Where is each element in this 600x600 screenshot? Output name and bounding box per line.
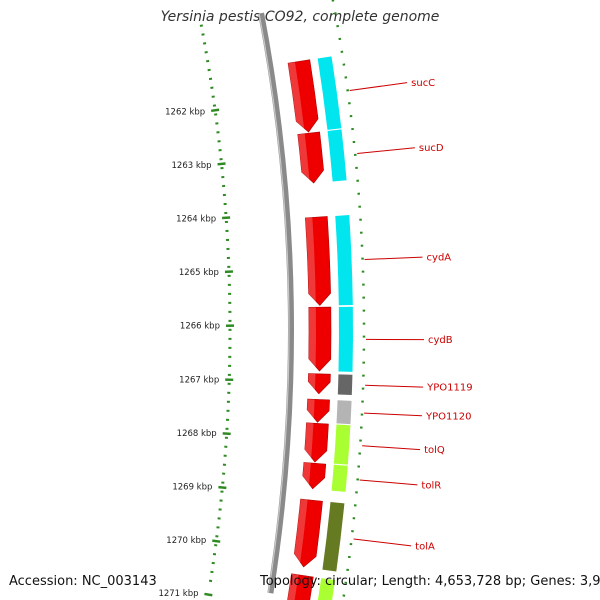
cog-block: [333, 424, 351, 465]
map-title: Yersinia pestis CO92, complete genome: [160, 9, 440, 25]
scale-tick-label: 1270 kbp: [166, 536, 206, 546]
gene-label: YPO1120: [425, 411, 471, 422]
cog-block: [331, 464, 348, 492]
gene-label-leader: [364, 256, 423, 260]
cog-block: [327, 129, 347, 182]
backbone-ring: [258, 12, 294, 594]
scale-tick: [204, 592, 213, 597]
cds-arrow-shine: [292, 499, 308, 567]
tick-layer: 1262 kbp 1263 kbp 1264 kbp 1265 kbp 1266 kbp…: [158, 0, 366, 600]
accession-text: Accession: NC_003143: [9, 574, 157, 589]
backbone-ring-highlight: [258, 13, 290, 593]
cds-arrow-shine: [305, 217, 316, 306]
outer-ring-dotted: [331, 0, 366, 600]
cds-arrow-shine: [297, 133, 310, 185]
cds-arrow: [307, 373, 331, 395]
gene-label: sucC: [411, 78, 435, 89]
scale-tick-label: 1263 kbp: [172, 161, 212, 171]
cds-arrow-shine: [303, 422, 314, 462]
scale-tick: [222, 432, 231, 436]
label-layer: sucC sucD cydA cydB YPO1119 YPO1120 tolQ tolR to…: [349, 78, 473, 552]
gene-label-leader: [359, 479, 418, 486]
scale-tick: [210, 108, 220, 113]
gene-label-leader: [365, 384, 424, 388]
cog-block: [317, 578, 336, 600]
gene-label: sucD: [419, 143, 444, 154]
cds-arrow: [302, 462, 327, 490]
gene-label: tolA: [415, 541, 435, 552]
cds-arrow-shine: [287, 573, 299, 600]
genome-summary-text: Topology: circular; Length: 4,653,728 bp…: [260, 574, 600, 589]
scale-tick: [222, 216, 231, 220]
cog-block: [337, 374, 353, 396]
scale-tick: [217, 162, 226, 166]
cog-block: [338, 306, 354, 372]
cog-block: [335, 215, 353, 306]
backbone-layer: [258, 12, 294, 594]
cds-arrow: [293, 498, 323, 568]
gene-label-leader: [349, 82, 408, 91]
cds-arrow-shine: [306, 399, 315, 423]
cog-block: [336, 400, 352, 425]
gene-label: YPO1119: [426, 383, 472, 394]
scale-tick-label: 1264 kbp: [176, 214, 216, 224]
gene-label: tolQ: [424, 445, 445, 456]
cds-arrow: [305, 216, 331, 306]
cds-arrow: [308, 306, 332, 372]
cds-arrow-shine: [301, 462, 311, 489]
feature-layer: [287, 56, 354, 600]
cog-block: [322, 502, 345, 572]
scale-ring-dotted: [199, 24, 232, 584]
cds-arrow: [287, 59, 319, 133]
scale-tick-label: 1271 kbp: [158, 589, 198, 599]
cds-arrow-shine: [308, 307, 316, 371]
gene-label: cydB: [428, 335, 453, 346]
scale-tick-label: 1265 kbp: [179, 268, 219, 278]
cds-arrow-shine: [307, 373, 316, 394]
scale-tick-label: 1262 kbp: [165, 108, 205, 118]
cds-arrow-shine: [288, 62, 305, 134]
cds-arrow: [304, 422, 329, 463]
scale-tick-label: 1268 kbp: [177, 429, 217, 439]
scale-tick: [218, 485, 227, 490]
scale-tick-label: 1266 kbp: [180, 322, 220, 332]
gene-label-leader: [357, 147, 415, 155]
cds-arrow: [287, 573, 314, 600]
gene-label-leader: [364, 412, 423, 417]
scale-tick: [212, 539, 221, 543]
gene-label-leader: [362, 445, 421, 451]
cds-arrow: [297, 131, 324, 184]
scale-tick-label: 1269 kbp: [172, 483, 212, 493]
gene-label: cydA: [427, 253, 452, 264]
cds-arrow: [306, 398, 330, 423]
gene-label: tolR: [421, 480, 441, 491]
scale-tick-label: 1267 kbp: [179, 375, 219, 385]
gene-label-leader: [353, 538, 412, 547]
cog-block: [317, 56, 342, 130]
